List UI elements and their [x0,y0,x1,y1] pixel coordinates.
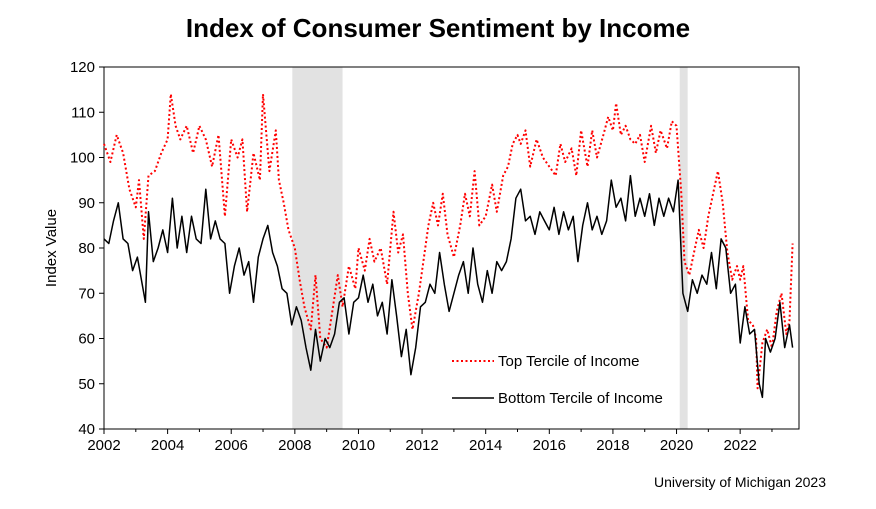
y-tick-label: 100 [70,150,95,167]
legend: Top Tercile of Income Bottom Tercile of … [452,353,663,407]
y-tick-label: 120 [70,59,95,76]
legend-label-bottom-tercile: Bottom Tercile of Income [498,390,663,407]
y-tick-label: 90 [78,195,95,212]
x-axis: 2002 2004 2006 2008 2010 2012 2014 2016 2018 2020… [87,429,773,454]
series-line-bottom-tercile [103,174,794,399]
y-tick-label: 60 [78,331,95,348]
x-tick-label: 2022 [723,437,756,454]
y-tick-label: 70 [78,285,95,302]
x-tick-label: 2020 [660,437,693,454]
recession-shading [292,67,688,429]
legend-label-top-tercile: Top Tercile of Income [498,353,639,370]
source-note: University of Michigan 2023 [654,474,826,490]
y-tick-label: 50 [78,376,95,393]
plot-frame [103,66,800,430]
chart-title: Index of Consumer Sentiment by Income [185,13,691,43]
y-tick-label: 110 [71,104,95,121]
x-tick-label: 2018 [596,437,629,454]
x-tick-label: 2016 [533,437,566,454]
recession-band-2 [679,67,688,429]
x-tick-label: 2006 [215,437,248,454]
series-lines [103,93,794,399]
y-tick-label: 80 [78,240,95,257]
x-tick-label: 2010 [342,437,375,454]
y-tick-label: 40 [78,421,95,438]
x-tick-label: 2014 [469,437,502,454]
x-tick-label: 2008 [278,437,311,454]
recession-band-1 [292,67,343,429]
x-tick-label: 2004 [151,437,184,454]
x-tick-label: 2002 [87,437,120,454]
series-line-top-tercile [103,93,794,390]
y-axis: 40 50 60 70 80 90 100 110 120 [70,59,104,438]
x-tick-label: 2012 [405,437,438,454]
y-axis-title: Index Value [43,209,60,287]
